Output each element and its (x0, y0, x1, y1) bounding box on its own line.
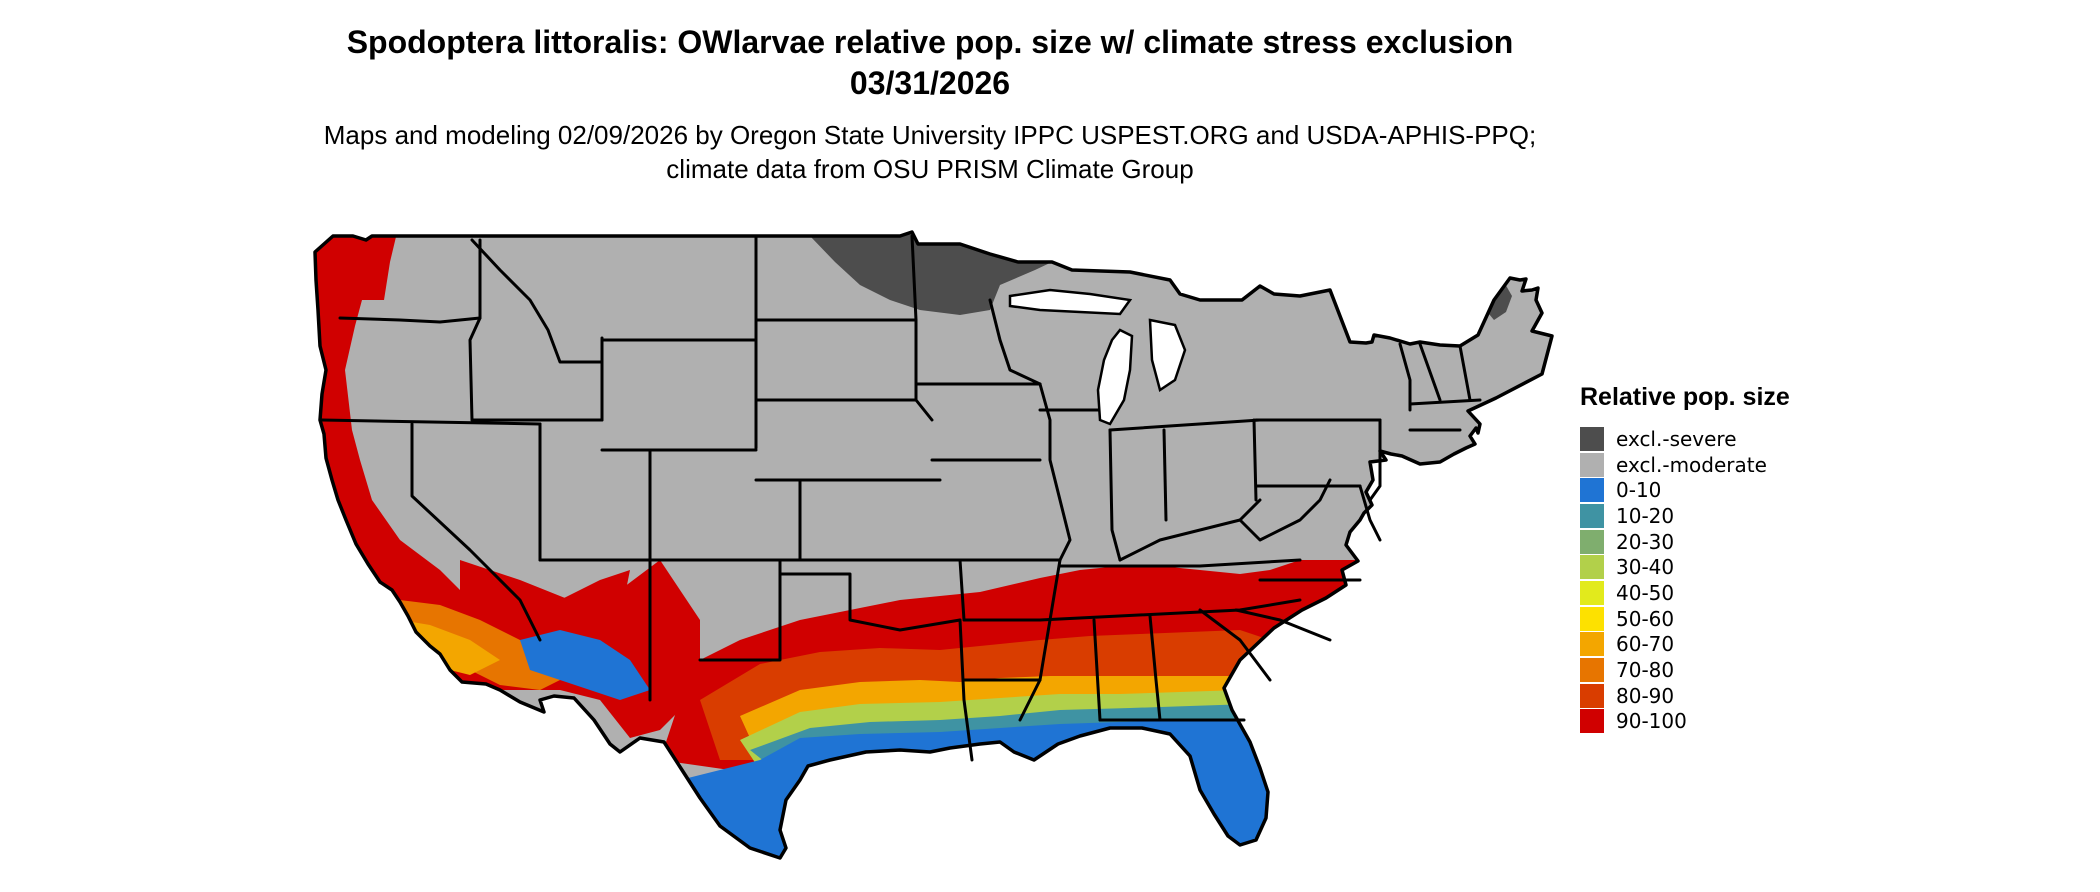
border-washington-oregon (338, 316, 482, 324)
border-newjersey (1368, 418, 1382, 502)
region-socal-yellow (400, 620, 500, 675)
border-vermont-newhampshire (1418, 342, 1442, 402)
legend-item: 40-50 (1580, 580, 1790, 606)
legend-item: 90-100 (1580, 709, 1790, 735)
state-borders (320, 234, 1482, 762)
legend-label: 30-40 (1616, 555, 1675, 580)
border-minnesota-wisconsin (988, 298, 1042, 386)
map-subtitle: Maps and modeling 02/09/2026 by Oregon S… (323, 120, 1537, 184)
legend-item: excl.-moderate (1580, 452, 1790, 478)
legend-swatch (1580, 580, 1604, 605)
legend-item: 60-70 (1580, 632, 1790, 658)
border-oregon-idaho (468, 238, 482, 422)
border-california-nevada (410, 422, 542, 642)
border-ohio-pennsylvania (1252, 418, 1258, 502)
border-west-virginia (1238, 478, 1332, 542)
legend-swatch (1580, 426, 1604, 451)
border-georgia-carolinas (1198, 608, 1272, 682)
legend-swatch (1580, 529, 1604, 554)
lake-superior (1008, 288, 1133, 316)
legend-item: 10-20 (1580, 503, 1790, 529)
legend-swatch (1580, 503, 1604, 528)
legend-swatch (1580, 632, 1604, 657)
legend-label: 60-70 (1616, 632, 1675, 657)
map-title: Spodoptera littoralis: OWlarvae relative… (346, 24, 1514, 101)
legend-label: excl.-severe (1616, 426, 1737, 451)
border-maryland-delaware (1358, 484, 1382, 542)
legend-swatch (1580, 658, 1604, 683)
border-alabama-georgia (1148, 614, 1162, 722)
lake-michigan (1096, 328, 1134, 426)
legend-label: 80-90 (1616, 683, 1675, 708)
legend-label: 10-20 (1616, 503, 1675, 528)
legend-items: excl.-severe excl.-moderate 0-10 10-20 20-30… (1580, 426, 1790, 734)
border-idaho-montana (470, 238, 604, 364)
border-mississippi-river (1018, 382, 1072, 722)
border-oklahoma-texas (778, 572, 962, 632)
border-indiana-ohio (1162, 428, 1168, 522)
title-block: Spodoptera littoralis: OWlarvae relative… (300, 22, 1560, 186)
legend-item: 30-40 (1580, 554, 1790, 580)
legend-label: 40-50 (1616, 580, 1675, 605)
border-carolinas (1234, 608, 1332, 642)
legend-label: 20-30 (1616, 529, 1675, 554)
region-excl-severe-minnesota (810, 232, 1052, 315)
legend-swatch (1580, 478, 1604, 503)
legend-label: 70-80 (1616, 658, 1675, 683)
legend-item: excl.-severe (1580, 426, 1790, 452)
border-texas-louisiana (958, 618, 974, 762)
legend-item: 70-80 (1580, 657, 1790, 683)
region-pacific-coast (315, 232, 630, 690)
border-oregon-california-nevada (320, 418, 542, 426)
legend-label: 90-100 (1616, 709, 1687, 734)
border-mississippi-alabama (1092, 618, 1102, 722)
legend-swatch (1580, 683, 1604, 708)
legend-item: 20-30 (1580, 529, 1790, 555)
legend-label: 50-60 (1616, 606, 1675, 631)
border-massachusetts (1408, 398, 1482, 406)
legend-swatch (1580, 555, 1604, 580)
region-excl-moderate (315, 232, 1552, 858)
border-dakotas-minnesota (910, 234, 918, 402)
legend-item: 80-90 (1580, 683, 1790, 709)
legend-label: excl.-moderate (1616, 452, 1767, 477)
legend-swatch (1580, 452, 1604, 477)
legend-swatch (1580, 709, 1604, 734)
map-fill (315, 232, 1552, 858)
border-arkansas (958, 558, 1042, 622)
border-illinois-indiana (1108, 428, 1122, 562)
border-newmexico-texas (698, 558, 782, 662)
border-michigan-ohio (1108, 418, 1262, 432)
legend-label: 0-10 (1616, 478, 1662, 503)
legend-title: Relative pop. size (1580, 383, 1790, 411)
legend-item: 0-10 (1580, 477, 1790, 503)
border-kentucky-tennessee (1058, 558, 1302, 568)
legend: Relative pop. size excl.-severe excl.-mod… (1580, 383, 1790, 734)
border-newyork-newengland (1398, 342, 1412, 412)
legend-swatch (1580, 606, 1604, 631)
legend-item: 50-60 (1580, 606, 1790, 632)
border-newhampshire-maine (1458, 344, 1472, 402)
region-arizona-blue (520, 630, 650, 700)
border-ohio-river (1118, 498, 1262, 562)
lake-huron (1148, 318, 1187, 393)
